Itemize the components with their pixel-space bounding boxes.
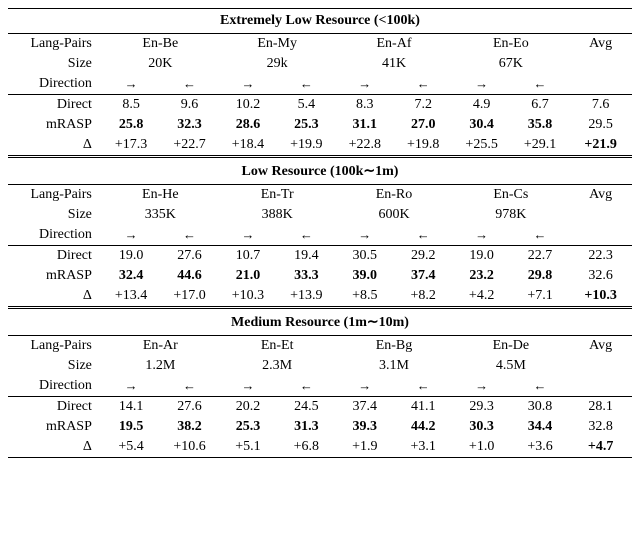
results-table: Extremely Low Resource (<100k)Lang-Pairs…: [8, 8, 632, 458]
section-title: Low Resource (100k∼1m): [8, 157, 632, 185]
section-title: Extremely Low Resource (<100k): [8, 9, 632, 34]
section-title: Medium Resource (1m∼10m): [8, 308, 632, 336]
avg-header: Avg: [569, 336, 632, 357]
avg-header: Avg: [569, 34, 632, 55]
avg-header: Avg: [569, 185, 632, 206]
